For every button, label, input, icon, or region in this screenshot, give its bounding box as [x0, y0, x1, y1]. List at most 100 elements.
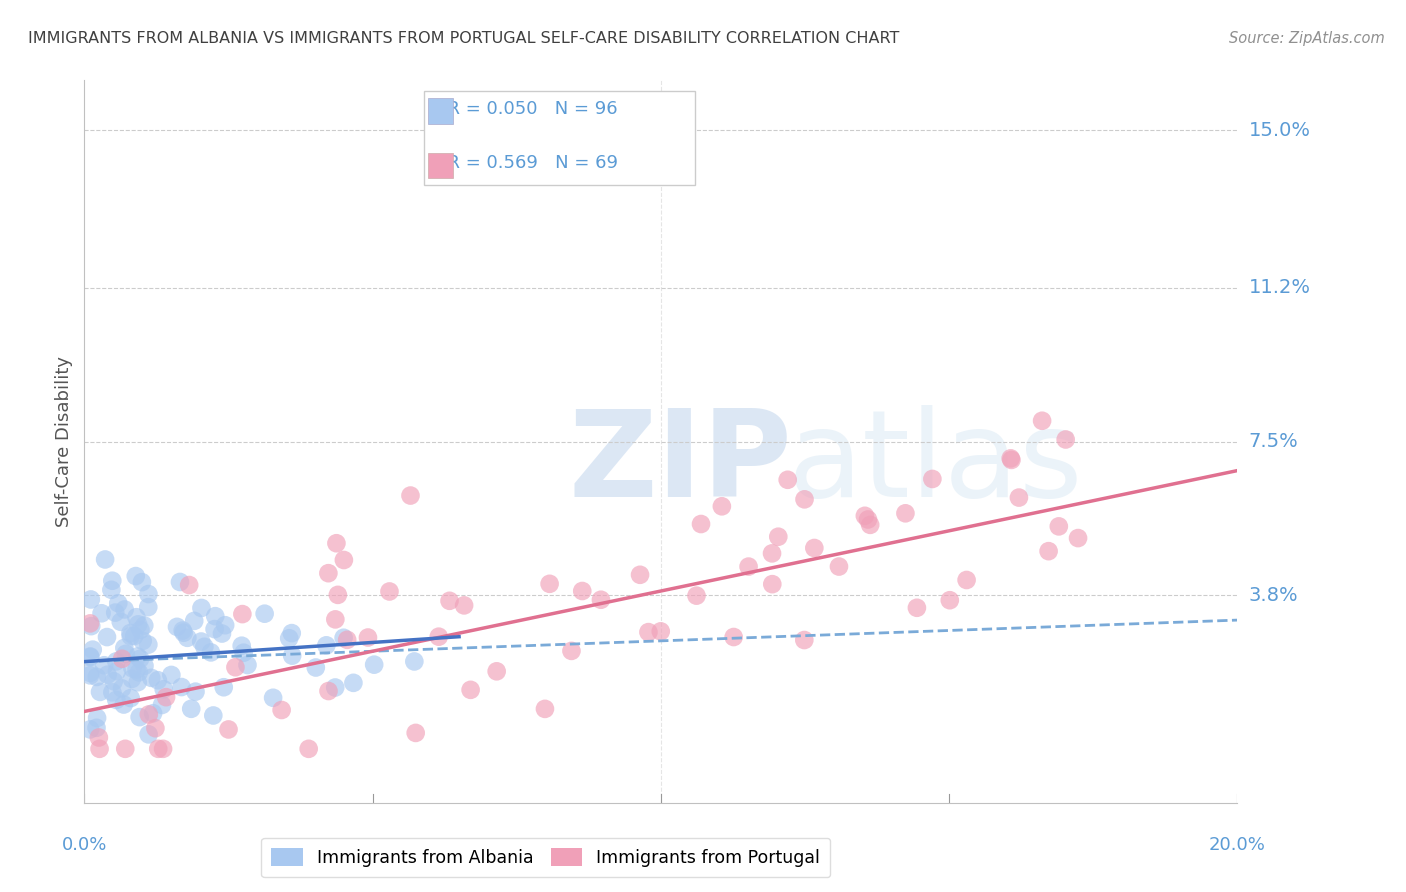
- Point: [103, 674, 125, 689]
- Point: [761, 546, 783, 560]
- Point: [176, 631, 198, 645]
- Point: [169, 574, 191, 589]
- Point: [80, 592, 103, 607]
- Point: [761, 577, 783, 591]
- Point: [114, 741, 136, 756]
- Point: [120, 691, 142, 706]
- Point: [710, 500, 733, 514]
- Point: [79, 723, 101, 737]
- Point: [793, 633, 815, 648]
- Point: [776, 473, 799, 487]
- Legend: Immigrants from Albania, Immigrants from Portugal: Immigrants from Albania, Immigrants from…: [262, 838, 830, 877]
- Point: [160, 668, 183, 682]
- Point: [378, 584, 401, 599]
- Point: [79, 649, 101, 664]
- Point: [148, 741, 170, 756]
- Point: [325, 612, 347, 626]
- Point: [325, 536, 347, 550]
- Y-axis label: Self-Care Disability: Self-Care Disability: [55, 356, 73, 527]
- Point: [326, 588, 349, 602]
- Point: [114, 647, 136, 661]
- Point: [80, 619, 103, 633]
- Text: 7.5%: 7.5%: [1249, 432, 1298, 451]
- Point: [315, 638, 337, 652]
- Point: [404, 655, 426, 669]
- Point: [79, 668, 101, 682]
- Point: [134, 658, 156, 673]
- Point: [121, 672, 143, 686]
- Point: [363, 657, 385, 672]
- Point: [1000, 451, 1022, 466]
- Point: [94, 552, 117, 566]
- Point: [405, 726, 427, 740]
- Point: [89, 685, 111, 699]
- Point: [232, 646, 254, 660]
- Point: [1054, 433, 1077, 447]
- Point: [723, 630, 745, 644]
- Text: 3.8%: 3.8%: [1249, 586, 1298, 605]
- Point: [318, 684, 340, 698]
- Point: [955, 573, 977, 587]
- Point: [146, 673, 169, 688]
- Point: [112, 640, 135, 655]
- Point: [685, 589, 707, 603]
- Point: [184, 684, 207, 698]
- Point: [204, 609, 226, 624]
- Point: [231, 639, 253, 653]
- Point: [1008, 491, 1031, 505]
- Point: [110, 615, 132, 629]
- Point: [333, 553, 356, 567]
- Point: [318, 566, 340, 581]
- Point: [105, 693, 128, 707]
- Point: [170, 680, 193, 694]
- Point: [342, 676, 364, 690]
- Point: [427, 630, 450, 644]
- Point: [138, 638, 160, 652]
- Point: [278, 632, 301, 646]
- Point: [127, 675, 149, 690]
- Point: [128, 665, 150, 680]
- Point: [200, 645, 222, 659]
- Point: [152, 682, 174, 697]
- Point: [112, 698, 135, 712]
- Point: [136, 600, 159, 615]
- Point: [190, 601, 212, 615]
- Point: [96, 667, 118, 681]
- Point: [650, 624, 672, 639]
- Point: [202, 708, 225, 723]
- Point: [86, 721, 108, 735]
- Point: [131, 575, 153, 590]
- Point: [150, 698, 173, 712]
- Point: [79, 665, 101, 680]
- FancyBboxPatch shape: [427, 98, 453, 124]
- Point: [132, 633, 155, 648]
- Point: [204, 622, 226, 636]
- Point: [87, 731, 110, 745]
- Point: [270, 703, 292, 717]
- Point: [100, 582, 122, 597]
- Point: [793, 492, 815, 507]
- Text: 11.2%: 11.2%: [1249, 278, 1310, 297]
- Point: [93, 658, 115, 673]
- Point: [86, 670, 108, 684]
- Point: [86, 711, 108, 725]
- Point: [114, 602, 136, 616]
- Point: [120, 629, 142, 643]
- Point: [628, 567, 651, 582]
- Point: [357, 631, 380, 645]
- Point: [90, 607, 112, 621]
- Point: [231, 607, 253, 621]
- Point: [218, 723, 240, 737]
- Point: [828, 559, 851, 574]
- Point: [853, 508, 876, 523]
- Point: [637, 625, 659, 640]
- Point: [142, 706, 165, 721]
- Point: [127, 649, 149, 664]
- Point: [125, 569, 148, 583]
- Text: 20.0%: 20.0%: [1209, 836, 1265, 854]
- Point: [336, 632, 359, 647]
- Point: [183, 614, 205, 628]
- Point: [141, 671, 163, 685]
- Point: [129, 623, 152, 637]
- Point: [138, 707, 160, 722]
